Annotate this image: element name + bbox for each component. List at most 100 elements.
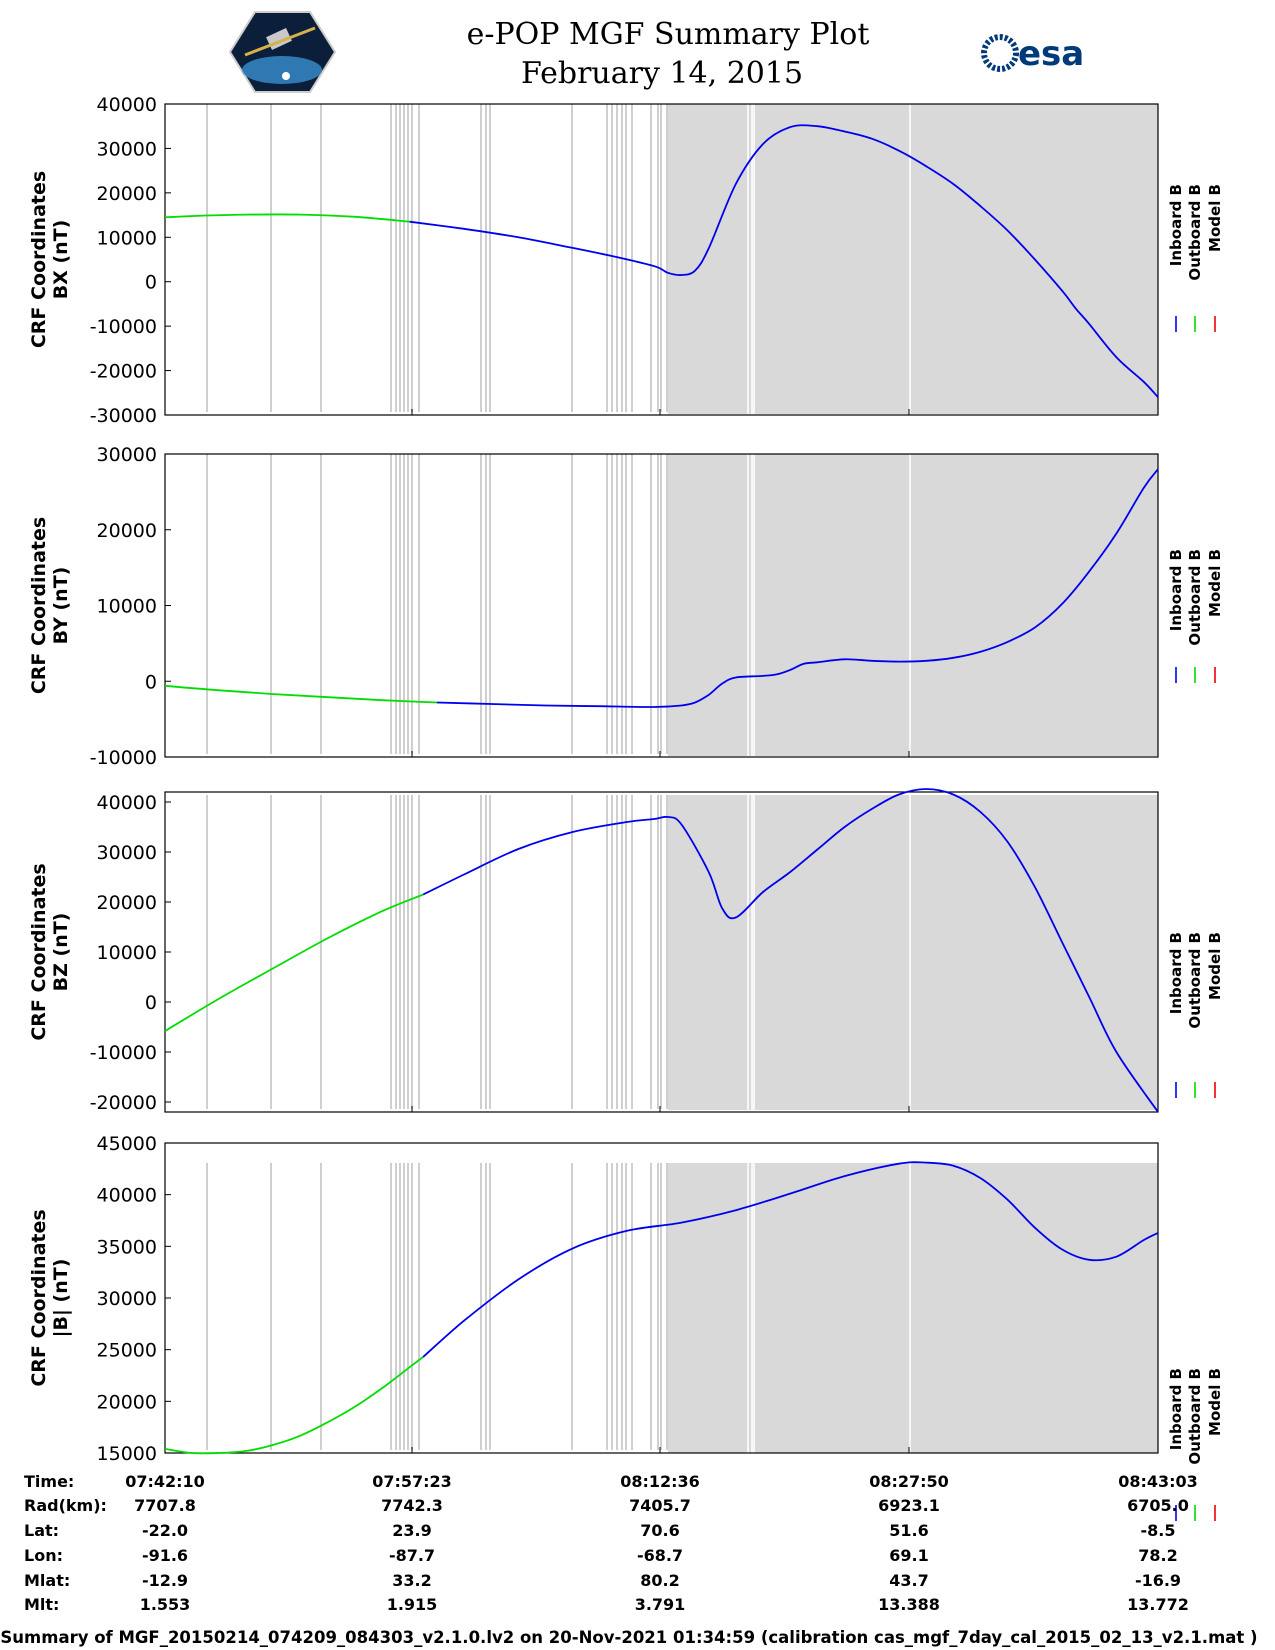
- ephemeris-cell: 70.6: [640, 1521, 679, 1540]
- ephemeris-cell: -12.9: [142, 1571, 188, 1590]
- y-tick-label: 40000: [97, 94, 157, 116]
- y-tick-label: 0: [145, 671, 157, 693]
- shaded-region: [668, 104, 1158, 414]
- axes-frame: [164, 103, 1159, 416]
- footer-caption: Summary of MGF_20150214_074209_084303_v2…: [0, 1628, 1257, 1647]
- ephemeris-cell: 13.772: [1127, 1595, 1189, 1614]
- ephemeris-cell: 7405.7: [629, 1496, 691, 1515]
- legend-label-model: Model B: [1206, 932, 1224, 1000]
- legend-label-outboard: Outboard B: [1186, 932, 1204, 1029]
- y-tick-label: -20000: [90, 1092, 157, 1114]
- ephemeris-cell: -91.6: [142, 1546, 188, 1565]
- legend: Inboard B Outboard B Model B: [1167, 1368, 1224, 1521]
- ephemeris-cell: -8.5: [1141, 1521, 1176, 1540]
- y-tick-label: 10000: [97, 942, 157, 964]
- ephemeris-row-label: Lon:: [24, 1546, 63, 1565]
- y-tick-label: 30000: [97, 138, 157, 160]
- ephemeris-row-label: Mlat:: [24, 1571, 70, 1590]
- y-tick-label: 40000: [97, 1185, 157, 1207]
- shaded-region: [668, 795, 1158, 1110]
- ephemeris-cell: 78.2: [1138, 1546, 1177, 1565]
- y-axis-label: CRF CoordinatesBY (nT): [28, 517, 72, 694]
- y-axis-label: CRF CoordinatesBZ (nT): [28, 863, 72, 1040]
- legend-label-inboard: Inboard B: [1167, 1368, 1185, 1450]
- series-line-outboard-b: [164, 213, 410, 223]
- ephemeris-cell: 43.7: [889, 1571, 928, 1590]
- ephemeris-cell: 69.1: [889, 1546, 928, 1565]
- legend: Inboard B Outboard B Model B: [1167, 932, 1224, 1098]
- ephemeris-cell: -22.0: [142, 1521, 188, 1540]
- series-line-inboard-b: [409, 124, 1159, 398]
- y-tick-label: 25000: [97, 1340, 157, 1362]
- ephemeris-cell: 51.6: [889, 1521, 928, 1540]
- ephemeris-row-label: Rad(km):: [24, 1496, 107, 1515]
- ephemeris-cell: 6923.1: [878, 1496, 940, 1515]
- chart-panel-4: 45000 40000 35000 30000 25000 20000 15000 CRF C…: [28, 1133, 1224, 1521]
- y-tick-label: -10000: [90, 316, 157, 338]
- legend-label-model: Model B: [1206, 1368, 1224, 1436]
- ephemeris-cell: 08:12:36: [620, 1472, 700, 1491]
- legend-label-outboard: Outboard B: [1186, 1368, 1204, 1465]
- ephemeris-cell: 33.2: [392, 1571, 431, 1590]
- ephemeris-cell: 7742.3: [381, 1496, 443, 1515]
- ephemeris-cell: 80.2: [640, 1571, 679, 1590]
- y-tick-label: 30000: [97, 842, 157, 864]
- ephemeris-row-label: Lat:: [24, 1521, 59, 1540]
- y-tick-label: -10000: [90, 1042, 157, 1064]
- legend-label-inboard: Inboard B: [1167, 932, 1185, 1014]
- plot-date: February 14, 2015: [521, 56, 803, 91]
- y-tick-label: 35000: [97, 1236, 157, 1258]
- ephemeris-cell: -16.9: [1135, 1571, 1181, 1590]
- y-tick-label: 20000: [97, 892, 157, 914]
- series-line-inboard-b: [436, 468, 1159, 708]
- shaded-region: [668, 1163, 1158, 1453]
- ephemeris-row-label: Time:: [24, 1472, 74, 1491]
- y-tick-label: -30000: [90, 405, 157, 427]
- legend-label-model: Model B: [1206, 184, 1224, 252]
- plot-title: e-POP MGF Summary Plot: [467, 17, 870, 52]
- ephemeris-row-label: Mlt:: [24, 1595, 59, 1614]
- series-line-outboard-b: [164, 1356, 424, 1455]
- legend-label-outboard: Outboard B: [1186, 184, 1204, 281]
- legend-label-outboard: Outboard B: [1186, 549, 1204, 646]
- ephemeris-cell: 1.915: [387, 1595, 438, 1614]
- ephemeris-cell: -68.7: [637, 1546, 683, 1565]
- ephemeris-cell: 1.553: [140, 1595, 191, 1614]
- y-tick-label: 20000: [97, 520, 157, 542]
- y-tick-label: 45000: [97, 1133, 157, 1155]
- legend-label-model: Model B: [1206, 549, 1224, 617]
- legend: Inboard B Outboard B Model B: [1167, 184, 1224, 332]
- panels: 40000 30000 20000 10000 0 -10000 -20000 -30000 C…: [28, 94, 1224, 1521]
- y-tick-label: 20000: [97, 1391, 157, 1413]
- y-tick-label: -10000: [90, 747, 157, 769]
- series-line-inboard-b: [422, 788, 1159, 1113]
- y-tick-label: 15000: [97, 1443, 157, 1465]
- y-axis-label: CRF Coordinates|B| (nT): [28, 1209, 72, 1386]
- y-tick-label: -20000: [90, 361, 157, 383]
- y-tick-label: 30000: [97, 444, 157, 466]
- chart-panel-3: 40000 30000 20000 10000 0 -10000 -20000 CRF Coo…: [28, 788, 1224, 1114]
- ephemeris-cell: 07:57:23: [372, 1472, 452, 1491]
- y-axis-label: CRF CoordinatesBX (nT): [28, 171, 72, 348]
- legend-label-inboard: Inboard B: [1167, 184, 1185, 266]
- shaded-region: [668, 454, 1158, 756]
- ephemeris-cell: 7707.8: [134, 1496, 196, 1515]
- ephemeris-cell: 13.388: [878, 1595, 940, 1614]
- series-line-outboard-b: [164, 893, 424, 1032]
- y-tick-label: 0: [145, 992, 157, 1014]
- y-tick-label: 40000: [97, 792, 157, 814]
- ephemeris-cell: 23.9: [392, 1521, 431, 1540]
- chart-panel-2: 30000 20000 10000 0 -10000 CRF CoordinatesBY …: [28, 444, 1224, 769]
- legend-label-inboard: Inboard B: [1167, 549, 1185, 631]
- y-tick-label: 30000: [97, 1288, 157, 1310]
- y-tick-label: 20000: [97, 183, 157, 205]
- ephemeris-cell: 08:27:50: [869, 1472, 949, 1491]
- legend: Inboard B Outboard B Model B: [1167, 549, 1224, 683]
- y-tick-label: 10000: [97, 596, 157, 618]
- ephemeris-cell: 6705.0: [1127, 1496, 1189, 1515]
- cassiope-logo: [228, 11, 337, 93]
- esa-logo: esa: [981, 34, 1084, 74]
- ephemeris-table: Time: 07:42:10 07:57:23 08:12:36 08:27:50 08:…: [24, 1472, 1198, 1614]
- series-line-outboard-b: [164, 684, 437, 704]
- y-tick-label: 10000: [97, 227, 157, 249]
